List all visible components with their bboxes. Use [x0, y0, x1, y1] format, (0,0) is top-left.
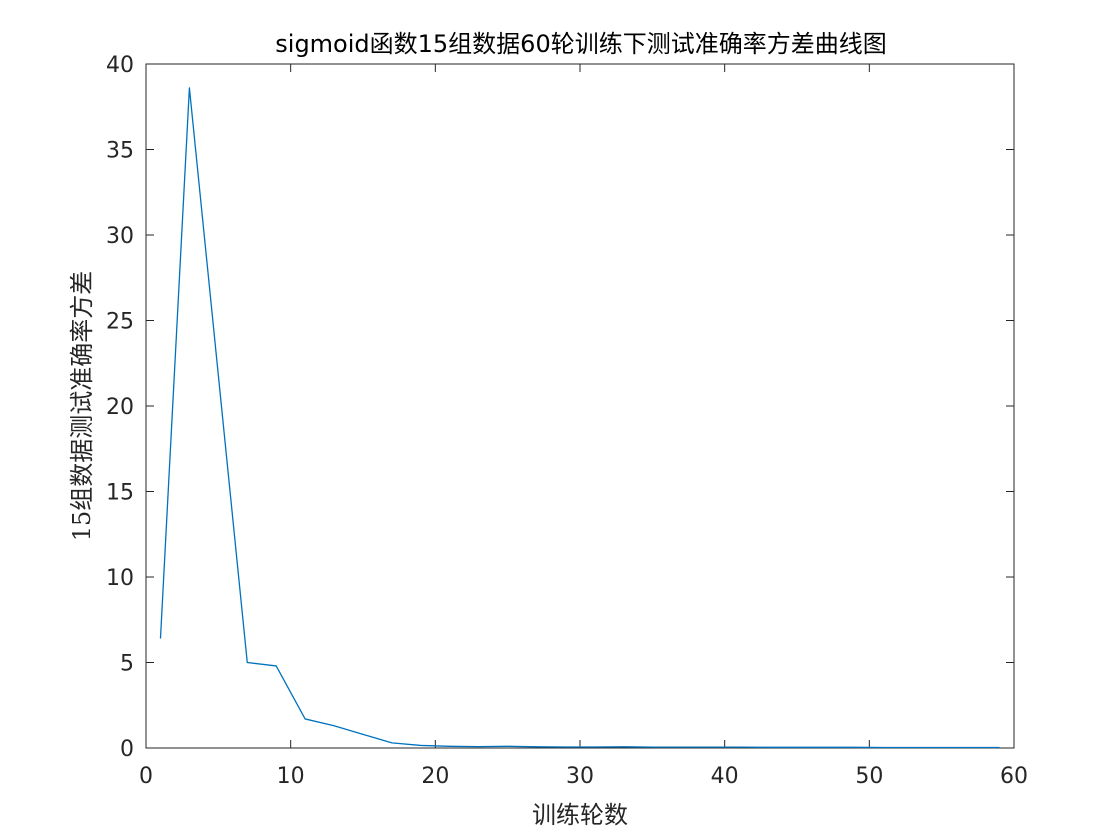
x-tick-label: 10 [277, 764, 305, 789]
y-tick-label: 5 [120, 652, 134, 677]
y-tick-label: 20 [106, 395, 134, 420]
y-tick-label: 10 [106, 566, 134, 591]
y-tick-label: 35 [106, 139, 134, 164]
y-tick-label: 40 [106, 53, 134, 78]
plot-area [146, 64, 1014, 748]
x-axis-label: 训练轮数 [532, 801, 628, 829]
x-tick-label: 20 [421, 764, 449, 789]
x-tick-label: 60 [1000, 764, 1028, 789]
x-tick-label: 0 [139, 764, 153, 789]
y-axis-label: 15组数据测试准确率方差 [68, 271, 96, 542]
series-layer [159, 87, 1000, 749]
series-line [159, 87, 1000, 749]
y-tick-label: 15 [106, 481, 134, 506]
y-tick-label: 0 [120, 737, 134, 762]
x-tick-label: 30 [566, 764, 594, 789]
y-tick-label: 30 [106, 224, 134, 249]
x-ticks: 0 10 20 30 40 50 60 [139, 64, 1028, 789]
y-ticks: 0 5 10 15 20 25 30 35 40 [106, 53, 1014, 762]
y-tick-label: 25 [106, 310, 134, 335]
x-tick-label: 50 [855, 764, 883, 789]
chart-title: sigmoid函数15组数据60轮训练下测试准确率方差曲线图 [275, 30, 886, 58]
x-tick-label: 40 [711, 764, 739, 789]
